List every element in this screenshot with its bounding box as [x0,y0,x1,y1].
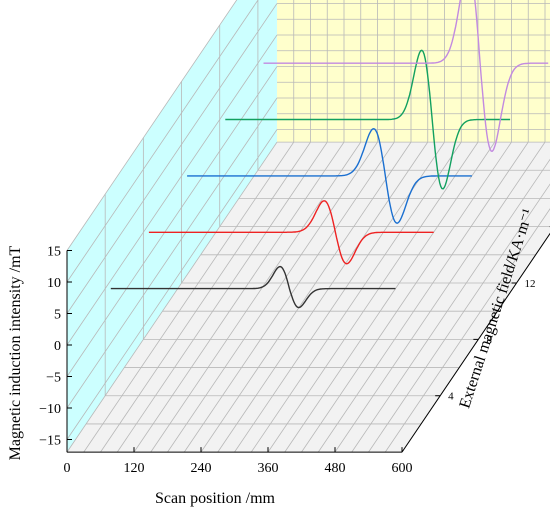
floor-gridline-x [301,141,512,453]
chart-series-group [110,0,549,309]
chart-tick-labels: −15−10−5051015012024036048060048121620 [39,245,536,477]
floor-gridline-x [167,141,378,453]
floor-gridline-x [100,141,311,453]
floor-gridline-x [317,141,529,453]
x-tick-label: 600 [392,461,413,476]
side-gridline-y [66,0,238,251]
series-line-16 [225,49,511,190]
y-tick-label: 0 [54,339,61,354]
floor-gridline-x [183,141,395,453]
floor-gridline-x [200,141,412,453]
x-tick-label: 480 [325,461,346,476]
y-axis-title: Magnetic induction intensity /mT [7,245,24,460]
side-gridline-y [66,0,259,283]
y-tick-label: 5 [54,308,61,323]
side-gridline-y [66,3,278,314]
side-gridline-y [66,129,278,440]
y-tick-label: −10 [39,402,61,417]
chart-axes [66,226,550,453]
series-line-20 [263,0,549,152]
y-tick-label: −5 [46,371,61,386]
floor-gridline-x [368,183,550,453]
y-tick-label: 10 [47,276,61,291]
side-gridline-y [66,97,278,409]
x-tick-label: 0 [64,461,71,476]
floor-gridline-x [351,158,550,453]
floor-gridline-x [83,141,295,453]
y-tick-label: 15 [47,245,61,260]
x-axis-title: Scan position /mm [155,490,276,507]
back-wall-plane [277,0,550,143]
floor-gridline-x [150,141,362,453]
z-tick-label: 4 [448,391,454,403]
z-axis-line [401,232,550,453]
floor-gridline-x [116,141,328,453]
y-tick-label: −15 [39,434,61,449]
x-tick-label: 120 [124,461,145,476]
side-gridline-y [66,66,278,377]
series-line-4 [110,265,396,309]
z-tick-label: 12 [525,278,536,290]
floor-gridline-x [66,141,278,453]
side-gridline-y [66,34,278,346]
floor-gridline-x [250,141,462,453]
z-tick-label: 8 [486,334,492,346]
series-line-8 [148,200,434,265]
floor-gridline-x [334,141,546,453]
floor-gridline-x [284,141,496,453]
x-tick-label: 240 [191,461,212,476]
series-line-12 [187,127,472,224]
floor-gridline-x [133,141,345,453]
chart-gridlines [66,0,550,453]
floor-gridline-x [217,141,429,453]
x-tick-label: 360 [258,461,279,476]
floor-gridline-x [384,208,550,453]
floor-gridline-x [267,141,479,453]
